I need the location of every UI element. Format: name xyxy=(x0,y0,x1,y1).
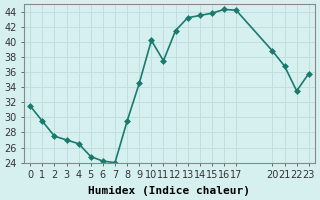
X-axis label: Humidex (Indice chaleur): Humidex (Indice chaleur) xyxy=(89,186,251,196)
